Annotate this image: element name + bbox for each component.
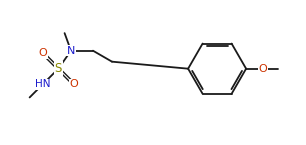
Text: O: O [39, 48, 47, 58]
Text: O: O [69, 79, 78, 89]
Text: N: N [67, 46, 75, 56]
Text: HN: HN [35, 79, 50, 89]
Text: S: S [55, 62, 62, 75]
Text: O: O [259, 64, 267, 74]
